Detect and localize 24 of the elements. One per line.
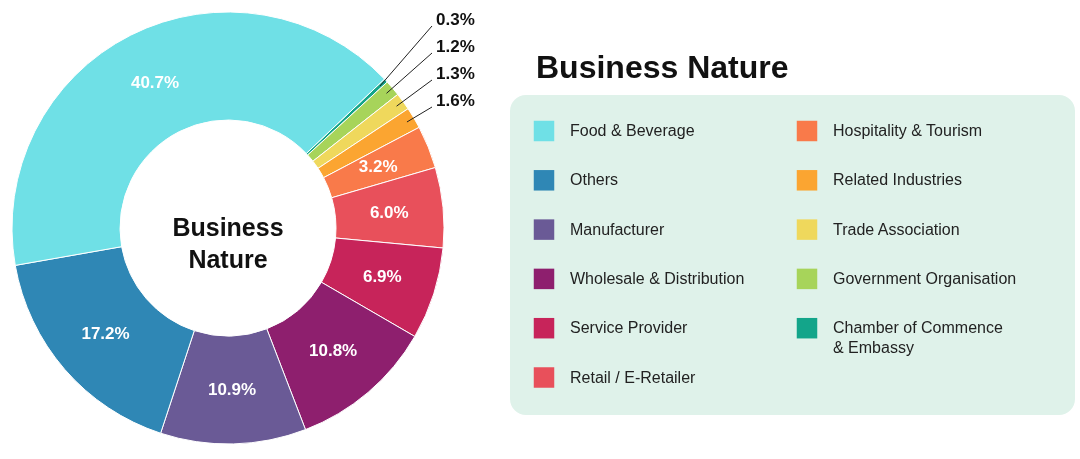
data-label: 6.9% <box>362 267 402 287</box>
legend-label: Trade Association <box>833 220 960 238</box>
data-label: 17.2% <box>81 324 130 344</box>
data-label: 1.3% <box>436 64 475 83</box>
legend-label: Food & Beverage <box>570 122 695 139</box>
data-label: 10.9% <box>207 379 257 399</box>
legend-label: Manufacturer <box>570 220 665 238</box>
data-label: 10.8% <box>308 341 358 361</box>
data-label: 40.7% <box>130 73 180 93</box>
legend-label: Hospitality & Tourism <box>833 122 983 139</box>
text: Business Nature <box>536 49 789 85</box>
data-label: 3.2% <box>358 157 398 177</box>
data-label: 6.0% <box>369 202 409 222</box>
legend-label: Wholesale & Distribution <box>570 269 745 287</box>
legend-label: Chamber of Commence & Embassy <box>833 319 1003 357</box>
legend-label: Government Organisation <box>833 269 1017 287</box>
legend-label: Retail / E-Retailer <box>570 368 697 386</box>
data-label: 1.2% <box>436 37 475 56</box>
legend-label: Service Provider <box>570 319 689 337</box>
data-label: 1.6% <box>436 91 475 110</box>
text: Business Nature <box>172 213 284 273</box>
data-label: 0.3% <box>436 10 475 29</box>
legend-label: Related Industries <box>833 171 962 189</box>
legend-label: Others <box>570 171 619 189</box>
